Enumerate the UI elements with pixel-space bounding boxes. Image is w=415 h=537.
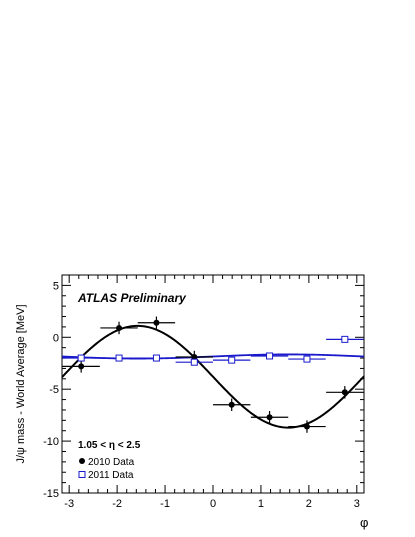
marker bbox=[341, 335, 349, 343]
marker bbox=[228, 356, 236, 364]
marker bbox=[115, 354, 123, 362]
data-point-2011 bbox=[175, 358, 213, 366]
legend-annotation: 1.05 < η < 2.5 bbox=[78, 440, 141, 451]
data-point-2010 bbox=[213, 398, 251, 411]
marker bbox=[266, 414, 273, 421]
chart-title: ATLAS Preliminary bbox=[77, 291, 187, 305]
marker bbox=[77, 354, 85, 362]
data-point-2011 bbox=[288, 355, 326, 363]
x-axis-label: φ bbox=[360, 515, 368, 530]
marker bbox=[190, 358, 198, 366]
marker bbox=[303, 423, 310, 430]
y-tick-label: 0 bbox=[53, 332, 59, 344]
y-tick-label: -15 bbox=[43, 488, 59, 500]
legend-2011-label: 2011 Data bbox=[88, 470, 134, 481]
marker bbox=[116, 324, 123, 331]
x-tick-label: -1 bbox=[160, 498, 170, 510]
y-tick-label: -10 bbox=[43, 436, 59, 448]
x-tick-label: -2 bbox=[112, 498, 122, 510]
x-tick-label: -3 bbox=[64, 498, 74, 510]
data-point-2011 bbox=[100, 354, 138, 362]
x-tick-label: 2 bbox=[306, 498, 312, 510]
x-tick-label: 1 bbox=[258, 498, 264, 510]
data-point-2011 bbox=[62, 354, 100, 362]
marker bbox=[228, 401, 235, 408]
y-axis-ticks: -15 -10 -5 0 5 bbox=[43, 274, 364, 500]
y-axis-label: J/ψ mass - World Average [MeV] bbox=[15, 304, 27, 463]
y-tick-label: -5 bbox=[49, 384, 59, 396]
x-tick-label: 0 bbox=[210, 498, 216, 510]
x-axis-ticks: -3 -2 -1 0 1 2 3 bbox=[64, 275, 360, 510]
legend: 1.05 < η < 2.5 2010 Data 2011 Data bbox=[78, 440, 141, 481]
legend-2010-label: 2010 Data bbox=[88, 457, 135, 468]
data-point-2011 bbox=[213, 356, 251, 364]
marker bbox=[341, 389, 348, 396]
data-point-2010 bbox=[62, 360, 100, 373]
data-point-2010 bbox=[100, 321, 138, 335]
x-tick-label: 3 bbox=[354, 498, 360, 510]
marker bbox=[191, 354, 198, 361]
data-point-2011 bbox=[137, 354, 176, 362]
data-point-2010 bbox=[326, 386, 364, 399]
legend-2010-marker bbox=[79, 458, 85, 464]
data-marks bbox=[62, 316, 364, 433]
marker bbox=[303, 355, 311, 363]
marker bbox=[78, 363, 85, 370]
marker bbox=[152, 354, 160, 362]
fit-curve-2010 bbox=[61, 324, 365, 429]
y-tick-label: 5 bbox=[53, 280, 59, 292]
data-point-2010 bbox=[288, 420, 326, 433]
data-point-2011 bbox=[326, 335, 364, 343]
marker bbox=[266, 352, 274, 360]
legend-2011-marker bbox=[78, 471, 86, 478]
marker bbox=[153, 319, 160, 326]
fit-curves bbox=[61, 324, 365, 429]
data-point-2010 bbox=[250, 410, 289, 424]
data-point-2010 bbox=[137, 316, 176, 329]
data-point-2011 bbox=[250, 352, 289, 360]
